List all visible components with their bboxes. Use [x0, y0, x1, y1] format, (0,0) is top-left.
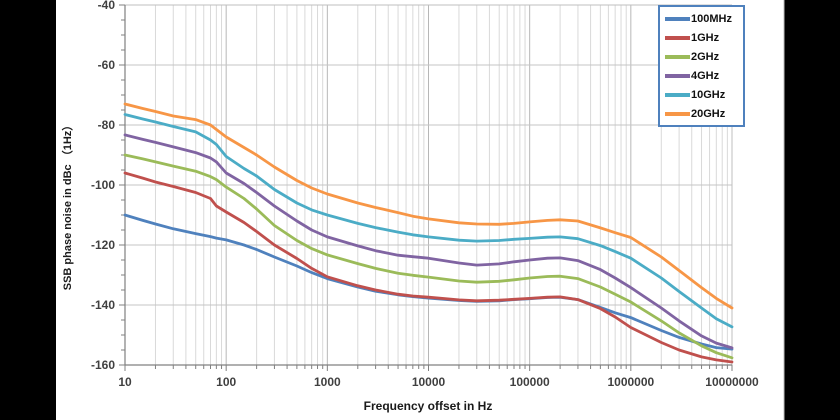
- legend-label: 10GHz: [691, 88, 726, 101]
- series-line-4ghz: [123, 133, 734, 350]
- series-line-1ghz: [123, 171, 734, 364]
- legend-line-swatch-icon: [665, 73, 690, 78]
- series-lines: [123, 102, 734, 364]
- legend-item-1ghz: 1GHz: [665, 29, 743, 47]
- x-tick-label: 10000000: [705, 375, 759, 389]
- legend-label: 20GHz: [691, 107, 726, 120]
- gridlines: [125, 5, 732, 365]
- legend-item-4ghz: 4GHz: [665, 67, 743, 85]
- legend-item-100mhz: 100MHz: [665, 10, 743, 28]
- series-line-2ghz: [123, 153, 734, 360]
- legend-line-swatch-icon: [665, 54, 690, 59]
- legend-line-swatch-icon: [665, 111, 690, 116]
- x-tick-label: 1000000: [607, 375, 654, 389]
- y-tick-label: -160: [91, 358, 115, 372]
- x-tick-label: 10000: [412, 375, 446, 389]
- legend-item-2ghz: 2GHz: [665, 48, 743, 66]
- x-tick-label: 100000: [510, 375, 550, 389]
- series-line-10ghz: [123, 113, 734, 329]
- legend-line-swatch-icon: [665, 92, 690, 97]
- legend-line-swatch-icon: [665, 35, 690, 40]
- y-tick-label: -80: [98, 118, 116, 132]
- x-axis-title: Frequency offset in Hz: [363, 399, 493, 413]
- legend-item-10ghz: 10GHz: [665, 86, 743, 104]
- axes: [119, 0, 785, 420]
- x-tick-label: 1000: [314, 375, 341, 389]
- legend-label: 2GHz: [691, 50, 720, 63]
- y-tick-label: -120: [91, 238, 115, 252]
- y-axis-title: SSB phase noise in dBc （1Hz）: [62, 119, 74, 291]
- legend: 100MHz 1GHz 2GHz 4GHz 10GHz 20GHz: [658, 5, 745, 127]
- legend-line-swatch-icon: [665, 16, 690, 21]
- x-tick-label: 10: [118, 375, 132, 389]
- legend-label: 1GHz: [691, 31, 720, 44]
- series-line-20ghz: [123, 102, 734, 310]
- y-tick-label: -140: [91, 298, 115, 312]
- y-tick-label: -40: [98, 0, 116, 12]
- legend-label: 4GHz: [691, 69, 720, 82]
- legend-item-20ghz: 20GHz: [665, 105, 743, 123]
- y-tick-label: -60: [98, 58, 116, 72]
- y-tick-label: -100: [91, 178, 115, 192]
- legend-label: 100MHz: [691, 12, 732, 25]
- x-tick-label: 100: [216, 375, 236, 389]
